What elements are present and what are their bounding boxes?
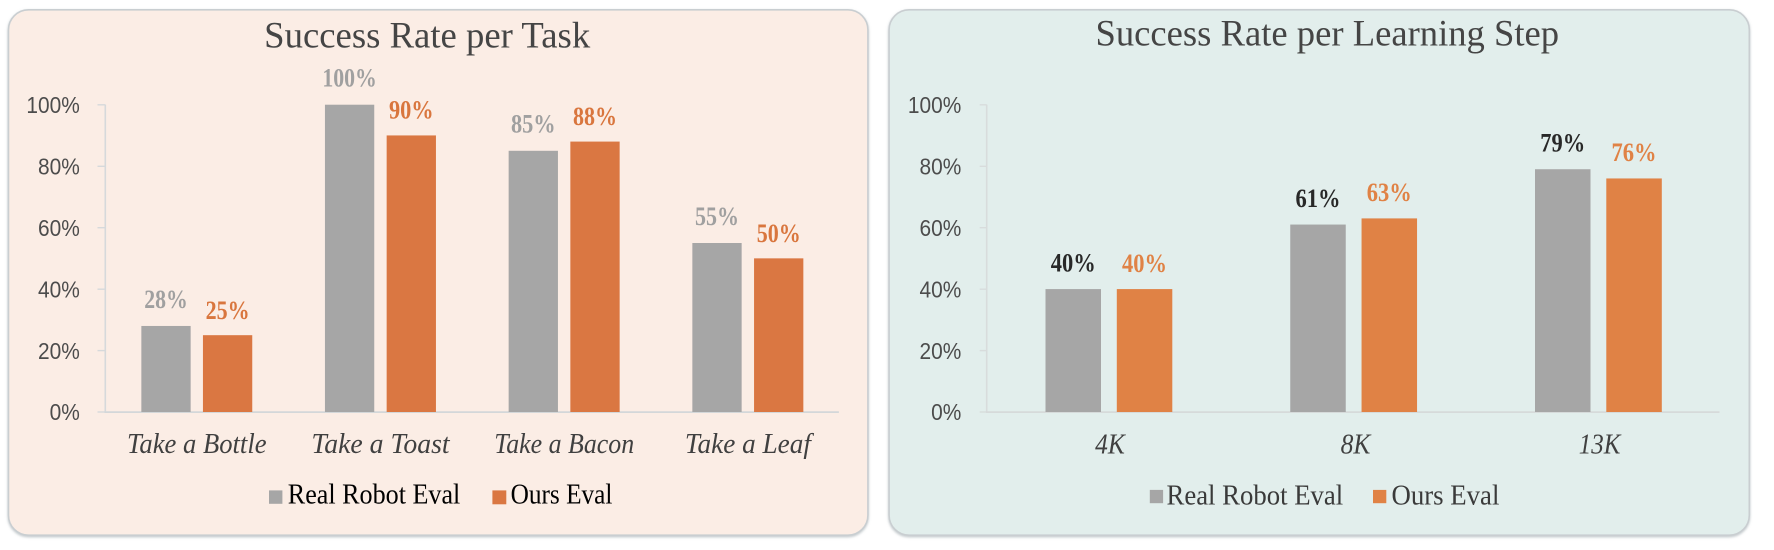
svg-text:Ours Eval: Ours Eval [511,479,613,510]
svg-text:90%: 90% [389,95,434,124]
svg-text:Ours Eval: Ours Eval [1392,480,1500,511]
svg-text:40%: 40% [920,276,962,302]
svg-text:60%: 60% [38,215,80,241]
svg-text:61%: 61% [1296,184,1341,213]
svg-text:80%: 80% [920,154,962,180]
svg-text:Success Rate per Learning Step: Success Rate per Learning Step [1096,13,1560,54]
svg-text:40%: 40% [1122,249,1167,278]
svg-text:Real Robot Eval: Real Robot Eval [1167,480,1344,511]
svg-text:Take a Bottle: Take a Bottle [127,429,267,460]
svg-text:Take a Leaf: Take a Leaf [685,429,814,460]
svg-text:4K: 4K [1095,430,1126,461]
svg-text:8K: 8K [1341,430,1372,461]
svg-text:20%: 20% [920,338,962,364]
svg-text:63%: 63% [1367,178,1412,207]
svg-text:0%: 0% [50,399,80,425]
svg-text:55%: 55% [695,202,739,231]
svg-text:Take a Bacon: Take a Bacon [494,429,634,460]
svg-text:100%: 100% [908,92,961,118]
svg-text:100%: 100% [26,92,79,118]
svg-text:50%: 50% [757,219,801,248]
svg-text:Real Robot Eval: Real Robot Eval [288,479,461,510]
svg-text:25%: 25% [206,296,250,325]
svg-text:85%: 85% [511,110,556,139]
svg-text:20%: 20% [38,338,80,364]
svg-text:60%: 60% [920,215,962,241]
svg-text:Success Rate per Task: Success Rate per Task [264,14,591,55]
svg-text:13K: 13K [1579,430,1622,461]
svg-text:76%: 76% [1612,138,1657,167]
svg-text:79%: 79% [1540,129,1585,158]
svg-text:40%: 40% [1051,249,1096,278]
svg-text:0%: 0% [931,399,961,425]
svg-text:80%: 80% [38,154,80,180]
svg-text:100%: 100% [322,64,377,93]
svg-text:28%: 28% [144,285,188,314]
svg-text:88%: 88% [573,102,617,131]
svg-text:40%: 40% [38,276,80,302]
svg-text:Take a Toast: Take a Toast [311,429,450,460]
